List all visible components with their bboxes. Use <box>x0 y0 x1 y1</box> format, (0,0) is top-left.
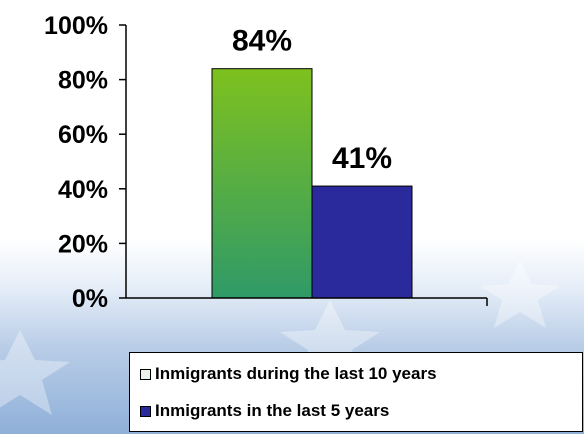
legend-swatch-10-years <box>140 368 151 380</box>
star-shape <box>480 260 560 328</box>
data-label-5-years: 41% <box>332 142 392 175</box>
y-axis: 0% 20% 40% 60% 80% 100% <box>44 12 488 313</box>
data-labels: 84% 41% <box>232 25 392 175</box>
y-tick-label: 100% <box>44 12 108 40</box>
legend: Inmigrants during the last 10 years Inmi… <box>129 352 583 432</box>
star-shape <box>0 330 70 415</box>
y-tick-label: 0% <box>72 285 108 313</box>
legend-label-5-years: Inmigrants in the last 5 years <box>155 401 390 420</box>
y-tick-label: 40% <box>58 176 108 204</box>
legend-label-10-years: Inmigrants during the last 10 years <box>155 364 437 383</box>
bar-10-years <box>211 68 313 299</box>
data-label-10-years: 84% <box>232 25 292 58</box>
legend-swatch-5-years <box>140 405 151 417</box>
y-tick-label: 20% <box>58 230 108 258</box>
legend-item-5-years: Inmigrants in the last 5 years <box>140 401 389 421</box>
legend-item-10-years: Inmigrants during the last 10 years <box>140 364 437 384</box>
y-tick-label: 60% <box>58 121 108 149</box>
y-tick-label: 80% <box>58 67 108 95</box>
bars <box>211 68 413 299</box>
bar-5-years <box>311 185 413 299</box>
